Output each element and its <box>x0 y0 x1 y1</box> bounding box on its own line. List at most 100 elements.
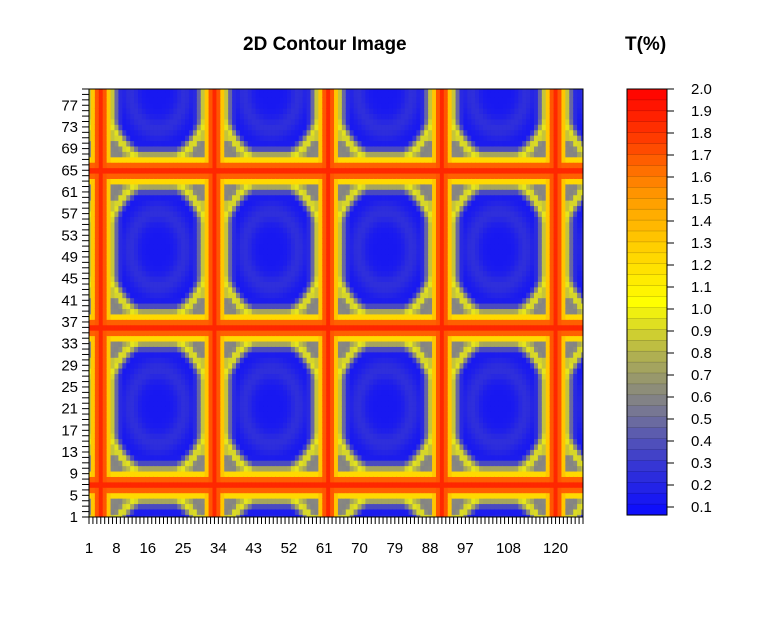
heatmap-cell <box>279 172 284 179</box>
heatmap-cell <box>200 91 206 98</box>
heatmap-cell <box>306 470 312 477</box>
heatmap-cell <box>302 254 308 261</box>
heatmap-cell <box>110 476 116 483</box>
heatmap-cell <box>106 297 112 304</box>
heatmap-cell <box>255 476 261 483</box>
heatmap-cell <box>322 514 327 517</box>
heatmap-cell <box>161 265 167 272</box>
heatmap-cell <box>330 357 335 364</box>
heatmap-cell <box>204 243 210 250</box>
heatmap-cell <box>306 200 312 207</box>
heatmap-cell <box>177 319 182 326</box>
heatmap-cell <box>200 438 206 445</box>
heatmap-cell <box>114 411 119 418</box>
heatmap-cell <box>310 324 316 331</box>
heatmap-cell <box>102 129 108 136</box>
heatmap-cell <box>173 194 178 201</box>
heatmap-cell <box>216 443 221 450</box>
heatmap-cell <box>255 492 261 499</box>
heatmap-cell <box>216 335 221 342</box>
heatmap-cell <box>255 324 261 331</box>
heatmap-cell <box>138 254 143 261</box>
heatmap-cell <box>114 189 119 196</box>
heatmap-cell <box>208 194 214 201</box>
heatmap-cell <box>283 389 288 396</box>
heatmap-cell <box>322 183 327 190</box>
heatmap-cell <box>122 194 127 201</box>
heatmap-cell <box>236 156 241 163</box>
heatmap-cell <box>255 346 261 353</box>
heatmap-cell <box>165 470 170 477</box>
heatmap-cell <box>106 107 112 114</box>
heatmap-cell <box>212 411 218 418</box>
heatmap-cell <box>271 167 276 174</box>
heatmap-cell <box>314 443 319 450</box>
heatmap-cell <box>208 330 214 337</box>
heatmap-cell <box>110 313 116 320</box>
heatmap-cell <box>169 107 174 114</box>
heatmap-cell <box>212 210 218 217</box>
heatmap-cell <box>141 503 147 510</box>
heatmap-cell <box>236 145 241 152</box>
heatmap-cell <box>110 492 116 499</box>
heatmap-cell <box>161 324 167 331</box>
heatmap-cell <box>310 508 316 515</box>
heatmap-cell <box>165 313 170 320</box>
heatmap-cell <box>326 113 331 120</box>
heatmap-cell <box>114 89 119 93</box>
heatmap-cell <box>220 221 225 228</box>
heatmap-cell <box>286 400 292 407</box>
heatmap-cell <box>161 91 167 98</box>
heatmap-cell <box>220 508 225 515</box>
heatmap-cell <box>188 135 194 142</box>
heatmap-cell <box>236 151 241 158</box>
heatmap-cell <box>145 514 151 517</box>
heatmap-cell <box>216 254 221 261</box>
heatmap-cell <box>232 275 237 282</box>
heatmap-cell <box>239 129 245 136</box>
heatmap-cell <box>102 107 108 114</box>
heatmap-cell <box>169 162 174 169</box>
heatmap-cell <box>283 433 288 440</box>
heatmap-cell <box>263 145 268 152</box>
heatmap-cell <box>94 481 100 488</box>
heatmap-cell <box>279 178 284 185</box>
heatmap-cell <box>271 503 276 510</box>
heatmap-cell <box>153 465 159 472</box>
heatmap-cell <box>267 454 272 461</box>
heatmap-cell <box>298 91 304 98</box>
heatmap-cell <box>196 151 202 158</box>
heatmap-cell <box>145 411 151 418</box>
heatmap-cell <box>208 487 214 494</box>
heatmap-cell <box>185 514 190 517</box>
heatmap-cell <box>283 118 288 125</box>
heatmap-cell <box>114 254 119 261</box>
heatmap-cell <box>298 156 304 163</box>
heatmap-cell <box>290 346 296 353</box>
heatmap-cell <box>181 243 186 250</box>
heatmap-cell <box>188 330 194 337</box>
heatmap-cell <box>102 340 108 347</box>
heatmap-cell <box>102 281 108 288</box>
heatmap-cell <box>192 248 198 255</box>
heatmap-cell <box>200 313 206 320</box>
heatmap-cell <box>279 89 284 93</box>
heatmap-cell <box>130 319 135 326</box>
heatmap-cell <box>169 422 174 429</box>
heatmap-cell <box>106 405 112 412</box>
heatmap-cell <box>196 156 202 163</box>
heatmap-cell <box>279 346 284 353</box>
heatmap-cell <box>173 118 178 125</box>
heatmap-cell <box>290 248 296 255</box>
heatmap-cell <box>275 487 280 494</box>
heatmap-cell <box>326 487 331 494</box>
heatmap-cell <box>228 248 233 255</box>
heatmap-cell <box>259 232 265 239</box>
heatmap-cell <box>236 297 241 304</box>
heatmap-cell <box>279 297 284 304</box>
heatmap-cell <box>122 460 127 467</box>
heatmap-cell <box>177 97 182 104</box>
heatmap-cell <box>275 405 280 412</box>
heatmap-cell <box>192 227 198 234</box>
heatmap-cell <box>255 335 261 342</box>
